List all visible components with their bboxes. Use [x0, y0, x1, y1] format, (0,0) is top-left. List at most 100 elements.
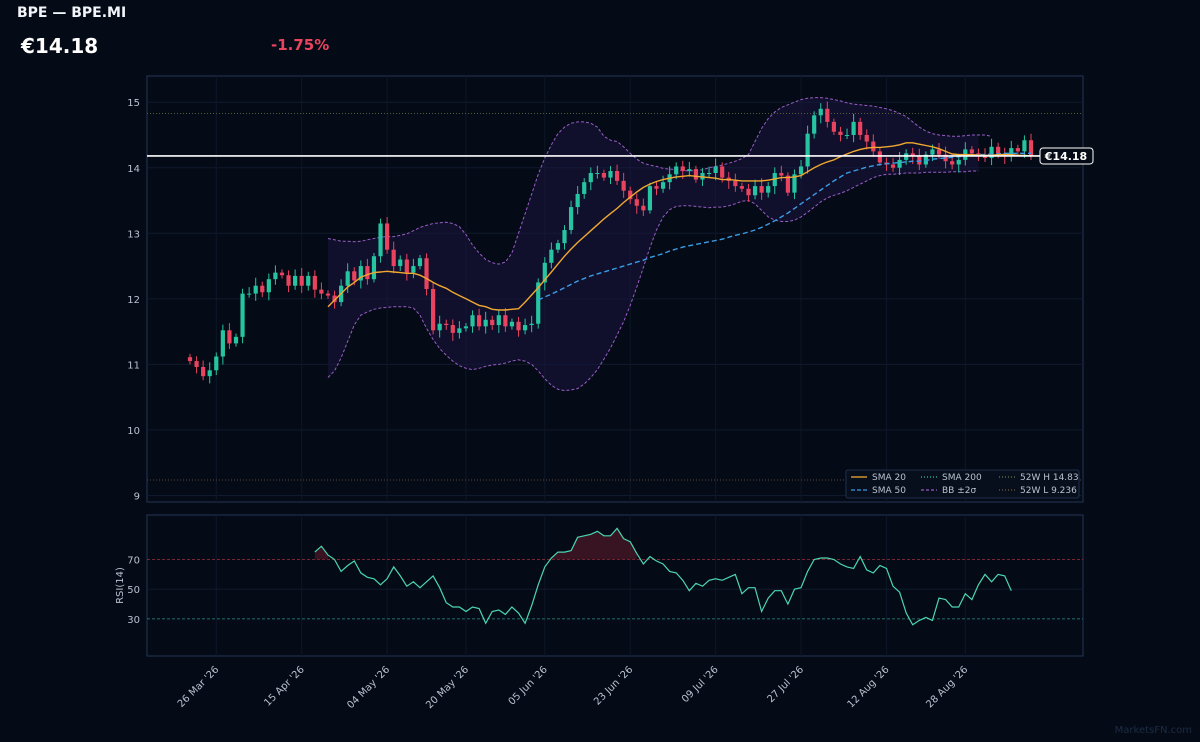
watermark: MarketsFN.com: [1114, 725, 1192, 736]
candle-body: [680, 166, 685, 172]
candle-body: [247, 293, 252, 295]
price-change: -1.75%: [271, 36, 330, 54]
candle-body: [674, 166, 679, 175]
candle-body: [936, 149, 942, 155]
rsi-y-tick-label: 30: [127, 615, 140, 626]
legend-label-l52: 52W L 9.236: [1020, 486, 1077, 496]
candle-body: [325, 293, 331, 296]
legend: SMA 20 SMA 50 SMA 200 BB ±2σ 52W H 14.83 52W …: [845, 469, 1080, 499]
candle-body: [720, 166, 725, 178]
candle-body: [463, 326, 469, 329]
candle-body: [798, 166, 804, 175]
candle-body: [299, 275, 304, 286]
rsi-y-tick-label: 70: [127, 556, 140, 567]
candle-body: [319, 289, 324, 294]
candle-body: [831, 121, 836, 132]
candle-body: [825, 108, 830, 122]
candle-body: [654, 186, 659, 189]
candle-body: [516, 321, 521, 331]
y-tick-label: 13: [127, 229, 140, 240]
candle-body: [365, 266, 370, 280]
candle-body: [490, 319, 495, 326]
candle-body: [542, 262, 547, 283]
candle-body: [923, 154, 928, 165]
last-price-label: €14.18: [1044, 150, 1087, 163]
candle-body: [601, 172, 607, 178]
candle-body: [917, 155, 922, 165]
candle-body: [930, 149, 935, 155]
candle-body: [575, 193, 580, 208]
candle-body: [260, 285, 265, 293]
candle-body: [792, 174, 797, 193]
x-tick-label: 20 May '26: [424, 664, 471, 711]
candle-body: [864, 134, 869, 142]
x-tick-label: 12 Aug '26: [846, 664, 892, 710]
candle-body: [706, 172, 712, 174]
candle-body: [266, 279, 271, 293]
candle-body: [976, 153, 981, 155]
legend-label-sma200: SMA 200: [942, 473, 982, 483]
candle-body: [628, 190, 633, 200]
bollinger-bands: [327, 97, 992, 392]
candle-body: [352, 271, 357, 281]
x-tick-label: 23 Jun '26: [592, 664, 635, 707]
candle-body: [568, 207, 574, 231]
candle-body: [201, 366, 206, 377]
candle-body: [293, 275, 298, 286]
candle-body: [838, 131, 843, 135]
candle-body: [739, 186, 745, 189]
y-tick-label: 15: [127, 98, 140, 109]
candle-body: [785, 175, 790, 193]
candle-body: [411, 266, 416, 273]
candle-body: [345, 271, 350, 286]
candle-body: [207, 370, 212, 377]
y-tick-label: 12: [127, 295, 140, 306]
candle-body: [844, 134, 850, 136]
candle-body: [483, 319, 488, 327]
candle-body: [956, 159, 961, 165]
y-tick-label: 11: [127, 360, 140, 371]
x-tick-label: 26 Mar '26: [176, 664, 222, 710]
candle-body: [233, 336, 239, 344]
candle-body: [858, 121, 863, 135]
candle-body: [496, 315, 501, 326]
sma20-line: [327, 142, 1032, 311]
candle-body: [647, 186, 653, 211]
candle-body: [371, 256, 377, 280]
candle-body: [503, 315, 508, 327]
current-price: €14.18: [21, 34, 99, 58]
candle-body: [595, 172, 600, 174]
candle-body: [805, 133, 810, 167]
candle-body: [713, 166, 718, 173]
legend-label-sma50: SMA 50: [872, 486, 906, 496]
candle-body: [693, 169, 699, 180]
candle-body: [273, 272, 278, 280]
candle-body: [969, 149, 974, 154]
candle-body: [1028, 140, 1034, 156]
candle-body: [890, 164, 896, 168]
candle-body: [437, 323, 442, 331]
candle-body: [227, 330, 232, 344]
candle-body: [417, 258, 423, 267]
candle-body: [529, 323, 534, 326]
candle-body: [470, 315, 475, 327]
candle-body: [608, 171, 613, 178]
candle-body: [536, 282, 541, 324]
candle-body: [943, 154, 948, 162]
candle-body: [522, 325, 528, 331]
candle-body: [818, 108, 823, 116]
bollinger-upper: [327, 97, 992, 265]
candle-body: [766, 186, 771, 193]
candle-body: [851, 121, 856, 135]
candle-body: [746, 188, 751, 196]
x-tick-label: 04 May '26: [345, 664, 392, 711]
candle-body: [220, 330, 225, 357]
candle-body: [621, 180, 626, 191]
bollinger-lower: [327, 170, 979, 392]
bollinger-fill: [328, 97, 979, 391]
candle-body: [457, 328, 462, 333]
candle-body: [779, 172, 784, 176]
candle-body: [549, 249, 554, 263]
candle-body: [509, 321, 515, 327]
